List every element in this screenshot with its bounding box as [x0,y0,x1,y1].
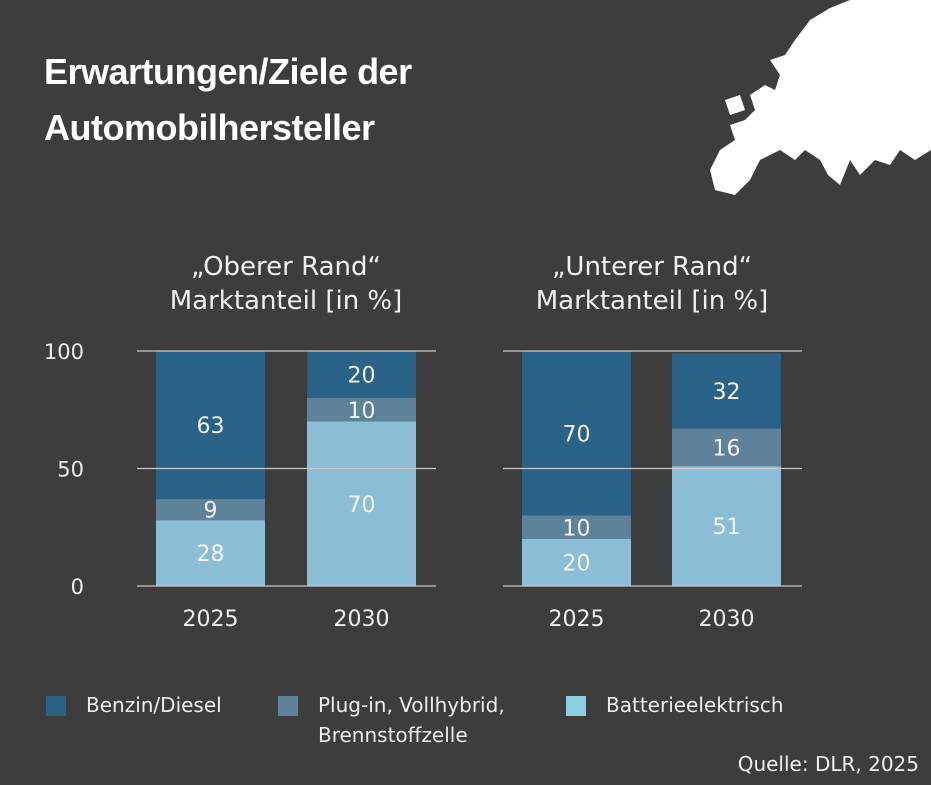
bar-segment [156,499,265,521]
data-label: 10 [563,516,591,541]
legend-label-line: Plug-in, Vollhybrid, [318,693,505,717]
data-label: 20 [563,552,591,577]
data-label: 32 [713,380,741,405]
bar-segment [672,428,781,467]
bar-segment [522,515,631,539]
bar-segment [307,421,416,586]
bar-segment [522,539,631,586]
panel-title-upper: „Oberer Rand“ Marktanteil [in %] [106,250,466,318]
bar-segment [522,351,631,516]
bar-segment [672,353,781,429]
panel-title-line: Marktanteil [in %] [169,286,403,316]
panel-title-lower: „Unterer Rand“ Marktanteil [in %] [472,250,832,318]
data-label: 70 [348,493,376,518]
panel-title-line: „Unterer Rand“ [551,252,753,282]
x-tick-label: 2025 [183,607,239,632]
legend-swatch-plugin [278,696,298,716]
bar-segment [156,351,265,500]
legend-item-bev: Batterieelektrisch [606,693,784,717]
source-note: Quelle: DLR, 2025 [737,752,919,776]
bar-segment [672,466,781,586]
x-tick-label: 2030 [699,607,755,632]
bar-segment [307,398,416,422]
title-line-2: Automobilhersteller [44,107,375,148]
y-tick-label: 50 [57,458,84,482]
x-tick-label: 2025 [549,607,605,632]
data-label: 70 [563,422,591,447]
bar-segment [156,520,265,586]
stacked-bar-charts: 28 9 63 2025 70 10 20 2030 0 50 100 20 10 70 2025 51 16 3… [44,340,802,632]
data-label: 51 [713,515,741,540]
data-label: 28 [197,542,225,567]
chart-title: Erwartungen/Ziele der Automobilherstelle… [44,44,412,156]
y-tick-label: 100 [44,340,84,364]
data-label: 20 [348,364,376,389]
panel-title-line: „Oberer Rand“ [191,252,381,282]
x-tick-label: 2030 [334,607,390,632]
bar-segment [307,351,416,398]
panel-title-line: Marktanteil [in %] [535,286,769,316]
data-label: 16 [713,436,741,461]
legend-swatch-bev [566,696,586,716]
legend-item-benzin: Benzin/Diesel [86,693,222,717]
data-label: 9 [204,499,218,524]
europe-map-icon [710,0,931,195]
legend-label-line: Brennstoffzelle [318,723,468,747]
y-tick-label: 0 [71,575,84,599]
data-label: 63 [197,414,225,439]
data-label: 10 [348,399,376,424]
legend-item-plugin: Plug-in, Vollhybrid, Brennstoffzelle [318,690,505,750]
title-line-1: Erwartungen/Ziele der [44,51,412,92]
legend-swatch-benzin [46,696,66,716]
